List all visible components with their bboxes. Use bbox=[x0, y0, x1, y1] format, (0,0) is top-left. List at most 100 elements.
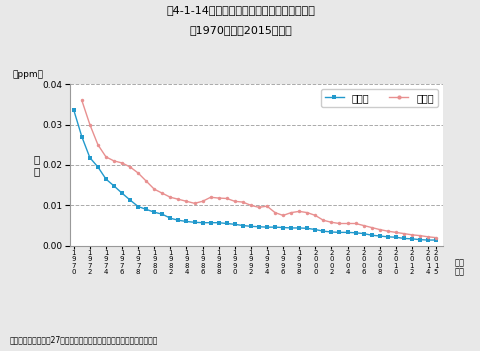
自排局 bbox=[416, 233, 422, 238]
自排局 bbox=[175, 197, 181, 201]
自排局 bbox=[328, 220, 334, 224]
自排局 bbox=[191, 201, 197, 205]
一般局 bbox=[336, 230, 342, 234]
自排局 bbox=[360, 224, 366, 228]
自排局 bbox=[432, 236, 438, 240]
自排局 bbox=[79, 98, 84, 102]
Legend: 一般局, 自排局: 一般局, 自排局 bbox=[320, 89, 437, 107]
自排局 bbox=[240, 200, 245, 204]
自排局 bbox=[344, 221, 349, 226]
自排局 bbox=[151, 187, 157, 191]
自排局 bbox=[424, 235, 430, 239]
一般局 bbox=[223, 221, 229, 226]
一般局 bbox=[143, 207, 149, 211]
自排局 bbox=[87, 122, 93, 127]
一般局 bbox=[167, 216, 173, 220]
一般局 bbox=[240, 224, 245, 228]
自排局 bbox=[368, 225, 374, 230]
自排局 bbox=[135, 171, 141, 175]
自排局 bbox=[183, 199, 189, 204]
自排局 bbox=[111, 159, 117, 163]
一般局 bbox=[231, 222, 237, 226]
自排局 bbox=[320, 218, 325, 223]
自排局 bbox=[336, 221, 342, 226]
一般局 bbox=[400, 236, 406, 240]
一般局 bbox=[79, 135, 84, 139]
一般局 bbox=[119, 191, 125, 195]
一般局 bbox=[175, 218, 181, 223]
一般局 bbox=[207, 220, 213, 225]
自排局 bbox=[207, 195, 213, 199]
一般局 bbox=[408, 237, 414, 241]
Text: 資料：環境省「平成27年度大気汚染状況について（報道発表資料）」: 資料：環境省「平成27年度大気汚染状況について（報道発表資料）」 bbox=[10, 335, 157, 344]
Text: （1970年度～2015年度）: （1970年度～2015年度） bbox=[189, 25, 291, 34]
一般局 bbox=[248, 224, 253, 229]
一般局 bbox=[360, 232, 366, 236]
一般局 bbox=[111, 184, 117, 188]
自排局 bbox=[255, 205, 261, 210]
一般局 bbox=[272, 225, 277, 229]
一般局 bbox=[199, 220, 205, 225]
自排局 bbox=[280, 213, 286, 218]
一般局 bbox=[432, 238, 438, 242]
一般局 bbox=[328, 230, 334, 234]
一般局 bbox=[103, 177, 108, 181]
一般局 bbox=[216, 220, 221, 225]
Line: 一般局: 一般局 bbox=[72, 108, 437, 242]
一般局 bbox=[416, 238, 422, 242]
自排局 bbox=[312, 213, 318, 218]
一般局 bbox=[255, 225, 261, 229]
自排局 bbox=[223, 196, 229, 200]
一般局 bbox=[87, 155, 93, 160]
一般局 bbox=[151, 210, 157, 214]
自排局 bbox=[248, 203, 253, 207]
Text: 濃
度: 濃 度 bbox=[33, 154, 39, 176]
一般局 bbox=[288, 226, 293, 230]
自排局 bbox=[103, 155, 108, 159]
一般局 bbox=[312, 227, 318, 232]
一般局 bbox=[135, 204, 141, 208]
Text: （年
度）: （年 度） bbox=[454, 258, 463, 277]
自排局 bbox=[159, 191, 165, 195]
一般局 bbox=[95, 165, 101, 169]
一般局 bbox=[304, 226, 310, 231]
自排局 bbox=[199, 199, 205, 204]
一般局 bbox=[183, 219, 189, 224]
一般局 bbox=[352, 231, 358, 235]
自排局 bbox=[143, 179, 149, 183]
自排局 bbox=[376, 227, 382, 232]
一般局 bbox=[424, 238, 430, 242]
Text: 図4-1-14　二酸化硫黄濃度の年平均値の推移: 図4-1-14 二酸化硫黄濃度の年平均値の推移 bbox=[166, 5, 314, 15]
一般局 bbox=[384, 235, 390, 239]
自排局 bbox=[296, 209, 301, 213]
一般局 bbox=[392, 235, 398, 239]
自排局 bbox=[400, 232, 406, 236]
自排局 bbox=[288, 211, 293, 215]
一般局 bbox=[264, 225, 269, 229]
自排局 bbox=[127, 165, 133, 169]
一般局 bbox=[159, 212, 165, 216]
自排局 bbox=[216, 196, 221, 200]
自排局 bbox=[352, 221, 358, 226]
自排局 bbox=[167, 195, 173, 199]
一般局 bbox=[127, 198, 133, 202]
一般局 bbox=[344, 230, 349, 234]
自排局 bbox=[231, 199, 237, 204]
自排局 bbox=[304, 211, 310, 215]
一般局 bbox=[320, 229, 325, 233]
自排局 bbox=[119, 161, 125, 165]
Text: （ppm）: （ppm） bbox=[12, 70, 43, 79]
一般局 bbox=[71, 108, 76, 112]
一般局 bbox=[368, 233, 374, 237]
一般局 bbox=[280, 225, 286, 230]
一般局 bbox=[191, 220, 197, 224]
自排局 bbox=[95, 143, 101, 147]
自排局 bbox=[392, 230, 398, 234]
自排局 bbox=[272, 211, 277, 215]
一般局 bbox=[376, 234, 382, 238]
自排局 bbox=[384, 229, 390, 233]
一般局 bbox=[296, 226, 301, 230]
自排局 bbox=[408, 233, 414, 237]
自排局 bbox=[264, 204, 269, 208]
Line: 自排局: 自排局 bbox=[80, 99, 437, 239]
